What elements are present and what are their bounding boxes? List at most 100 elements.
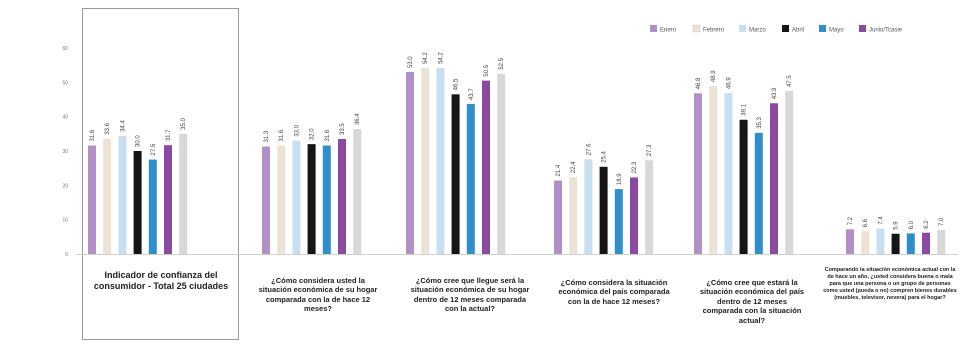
bar xyxy=(307,144,316,254)
bar xyxy=(599,166,608,254)
bar-value-label: 47.5 xyxy=(787,75,793,87)
bar xyxy=(906,233,915,254)
bar-value-label: 6.2 xyxy=(924,220,930,229)
bar-value-label: 43.7 xyxy=(469,88,475,100)
legend-label: Abril xyxy=(792,28,804,34)
bar-value-label: 43.9 xyxy=(772,87,778,99)
bar-value-label: 31.3 xyxy=(264,130,270,142)
y-tick-label: 0 xyxy=(65,252,68,258)
bar-value-label: 54.2 xyxy=(423,52,429,64)
bar xyxy=(421,67,430,254)
bar xyxy=(406,72,414,255)
group-label: Comparando la situación económica actual… xyxy=(823,267,957,301)
bar xyxy=(277,145,286,254)
bar-value-label: 22.3 xyxy=(632,161,638,173)
legend-swatch xyxy=(782,25,789,32)
bar-value-label: 32.0 xyxy=(310,128,316,140)
bar xyxy=(292,140,301,254)
bar xyxy=(785,90,794,255)
bar-value-label: 46.5 xyxy=(454,78,460,90)
legend-swatch xyxy=(859,25,866,32)
legend-swatch xyxy=(650,25,657,32)
bar-value-label: 48.9 xyxy=(711,70,717,82)
bar-value-label: 21.4 xyxy=(556,164,562,176)
bar xyxy=(338,138,346,254)
bar xyxy=(694,93,702,254)
bar xyxy=(436,67,445,254)
y-tick-label: 60 xyxy=(62,46,68,52)
bar-value-label: 53.0 xyxy=(408,56,414,68)
bar xyxy=(709,86,718,254)
bar xyxy=(891,233,900,254)
bar-value-label: 33.6 xyxy=(105,122,111,134)
bar-value-label: 7.4 xyxy=(878,216,884,225)
legend-label: Marzo xyxy=(749,28,766,34)
y-tick-label: 30 xyxy=(62,149,68,155)
bar xyxy=(937,229,946,254)
bar xyxy=(584,159,593,254)
bar-value-label: 33.0 xyxy=(294,124,300,136)
bar xyxy=(179,133,188,254)
bar xyxy=(322,145,331,254)
bar xyxy=(451,94,460,254)
bar xyxy=(554,180,562,254)
legend-swatch xyxy=(739,25,746,32)
bar-value-label: 35.3 xyxy=(757,116,763,128)
bar xyxy=(103,138,112,254)
bar-value-label: 27.6 xyxy=(586,143,592,155)
bar-value-label: 39.1 xyxy=(742,103,748,115)
group-label: Indicador de confianza del consumidor - … xyxy=(93,270,229,292)
bar xyxy=(569,177,578,254)
group-label: ¿Cómo considera la situación económica d… xyxy=(558,278,670,306)
bar-value-label: 18.9 xyxy=(617,173,623,185)
bar-value-label: 27.5 xyxy=(151,143,157,155)
y-tick-label: 10 xyxy=(62,218,68,224)
bar xyxy=(164,145,172,254)
bar xyxy=(118,135,127,254)
legend-label: Febrero xyxy=(703,28,725,34)
bar xyxy=(148,159,157,254)
bar-value-label: 31.6 xyxy=(279,129,285,141)
bar xyxy=(466,103,475,254)
bar xyxy=(88,145,96,254)
bar xyxy=(876,228,885,254)
bar xyxy=(724,92,733,254)
y-tick-label: 50 xyxy=(62,80,68,86)
bar xyxy=(770,103,778,254)
bar xyxy=(497,73,506,254)
legend-swatch xyxy=(692,24,701,33)
bar-value-label: 36.4 xyxy=(355,113,361,125)
bar-value-label: 6.6 xyxy=(863,218,869,227)
bar xyxy=(630,177,638,254)
bar-value-label: 31.6 xyxy=(325,129,331,141)
highlight-box xyxy=(82,8,239,340)
bar-value-label: 27.3 xyxy=(647,144,653,156)
group-label: ¿Cómo considera usted la situación econó… xyxy=(258,276,378,314)
bar-value-label: 34.4 xyxy=(120,120,126,132)
bar xyxy=(262,146,270,254)
bar-value-label: 33.5 xyxy=(340,123,346,135)
legend-label: Junio/Tcasie xyxy=(869,28,903,34)
group-label: ¿Cómo cree que estará la situación econó… xyxy=(699,278,805,325)
bar xyxy=(353,129,362,254)
bar-value-label: 46.9 xyxy=(726,77,732,89)
bar xyxy=(133,151,142,254)
bar xyxy=(482,80,490,254)
bar-value-label: 7.2 xyxy=(848,216,854,225)
legend-label: Mayo xyxy=(829,28,844,34)
bar-value-label: 7.0 xyxy=(939,217,945,226)
bar-value-label: 30.0 xyxy=(136,135,142,147)
bar xyxy=(739,119,748,254)
bar xyxy=(922,232,930,254)
bar-value-label: 50.5 xyxy=(484,64,490,76)
y-tick-label: 40 xyxy=(62,115,68,121)
bar-value-label: 54.2 xyxy=(438,52,444,64)
bar-value-label: 6.0 xyxy=(909,220,915,229)
legend-swatch xyxy=(819,25,826,32)
bar-value-label: 46.8 xyxy=(696,77,702,89)
bar-value-label: 31.6 xyxy=(90,129,96,141)
bar xyxy=(754,132,763,254)
bar xyxy=(614,189,623,254)
bar-value-label: 25.4 xyxy=(602,150,608,162)
